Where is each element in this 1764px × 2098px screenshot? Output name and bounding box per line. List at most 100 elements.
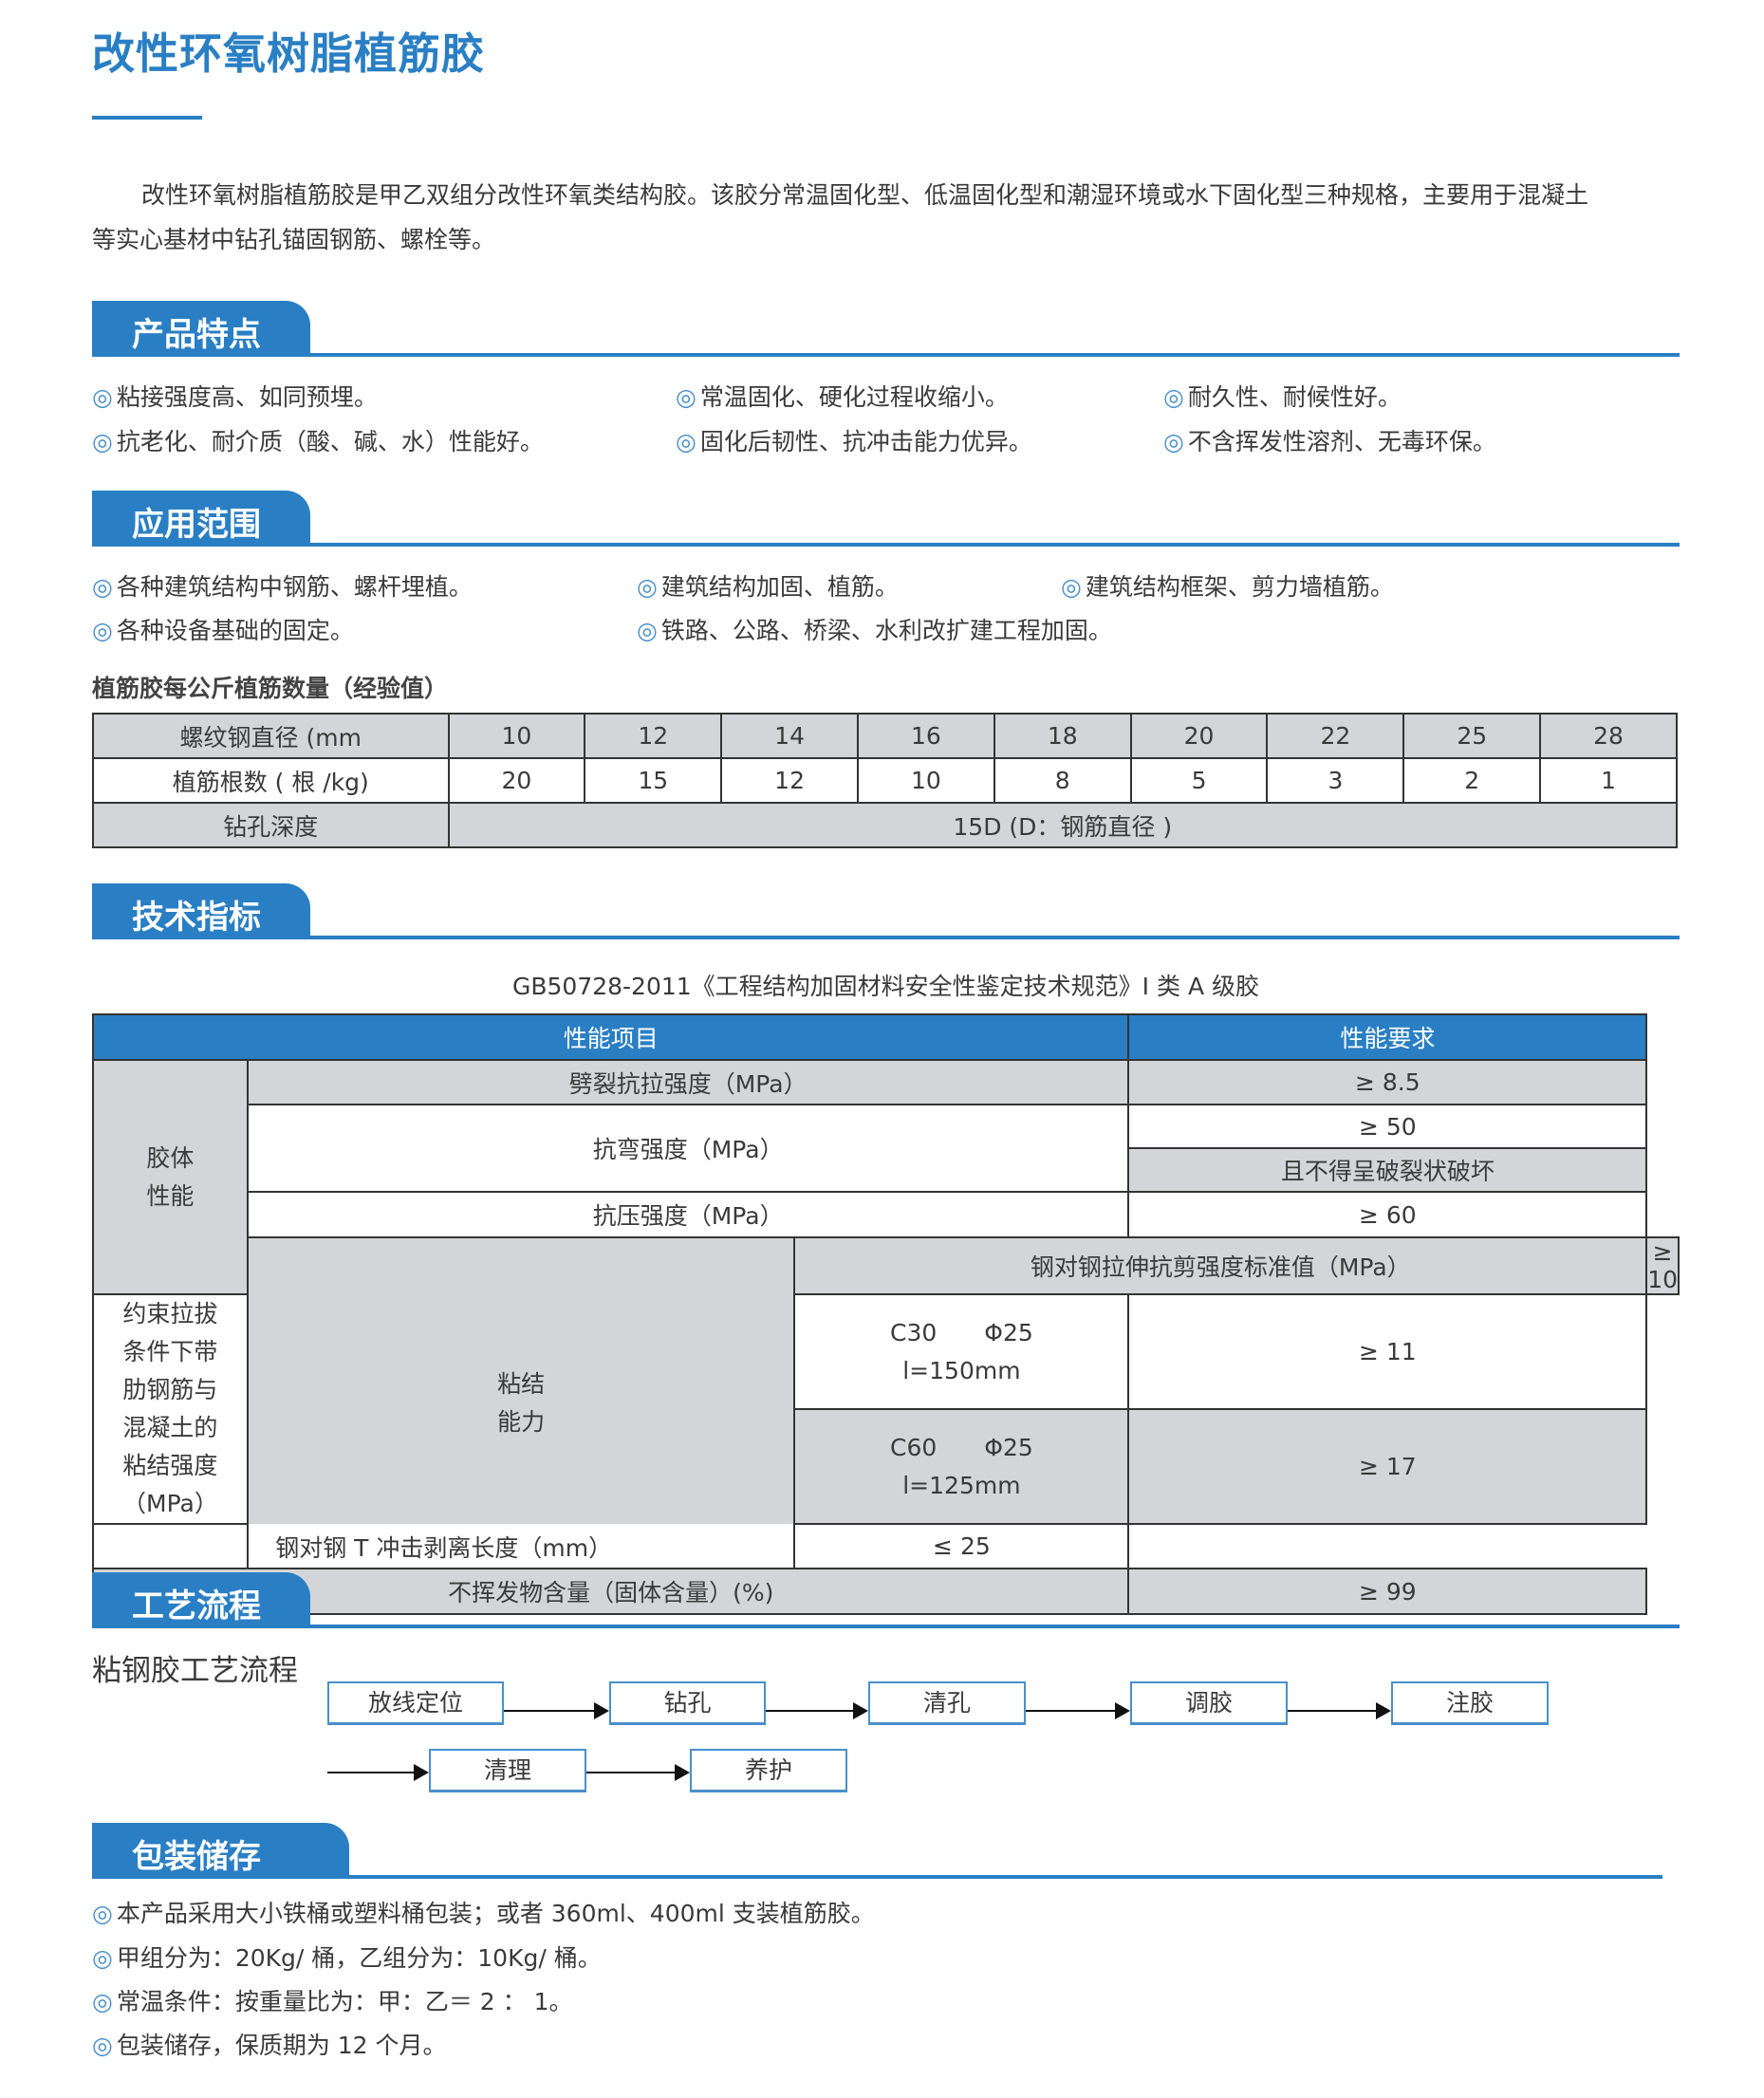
- table-cell: 钢对钢拉伸抗剪强度标准值（MPa）: [793, 1236, 1648, 1295]
- flow-step: 清理: [429, 1749, 586, 1792]
- arrow-right-icon: [327, 1764, 429, 1781]
- table-cell: 20: [1129, 713, 1269, 759]
- table-cell: ≥ 8.5: [1127, 1059, 1648, 1105]
- packaging-item: ◎ 甲组分为：20Kg/ 桶，乙组分为：10Kg/ 桶。: [92, 1944, 602, 1972]
- table-cell: ≥ 60: [1127, 1191, 1648, 1238]
- flow-step: 调胶: [1130, 1681, 1288, 1725]
- double-circle-icon: ◎: [92, 617, 113, 644]
- application-item: ◎ 各种建筑结构中钢筋、螺杆埋植。: [92, 573, 473, 601]
- section-header-features: 产品特点: [92, 301, 1680, 357]
- table-cell: 8: [993, 757, 1132, 804]
- tech-table: 性能项目 性能要求 胶体 性能 劈裂抗拉强度（MPa） ≥ 8.5 抗弯强度（MPa）…: [91, 1013, 1680, 1615]
- title-underline: [92, 116, 202, 120]
- section-header-applications: 应用范围: [92, 491, 1680, 547]
- table-cell: ≥ 10: [1645, 1236, 1680, 1295]
- arrow-right-icon: [1026, 1702, 1130, 1719]
- flow-step: 养护: [690, 1749, 847, 1792]
- table-cell: 10: [447, 713, 586, 759]
- column-header: 性能要求: [1127, 1013, 1648, 1061]
- section-header-packaging: 包装储存: [92, 1823, 1662, 1879]
- table-cell: 12: [720, 757, 859, 804]
- section-title: 应用范围: [92, 491, 310, 547]
- table-cell: 钻孔深度: [92, 802, 450, 848]
- double-circle-icon: ◎: [92, 1944, 113, 1972]
- packaging-item: ◎ 包装储存，保质期为 12 个月。: [92, 2032, 447, 2059]
- intro-line-2: 等实心基材中钻孔锚固钢筋、螺栓等。: [92, 226, 496, 253]
- double-circle-icon: ◎: [637, 617, 658, 644]
- table-cell: 钢对钢 T 冲击剥离长度（mm）: [91, 1523, 796, 1569]
- packaging-item: ◎ 本产品采用大小铁桶或塑料桶包装；或者 360ml、400ml 支装植筋胶。: [92, 1900, 875, 1927]
- section-title: 包装储存: [92, 1823, 349, 1879]
- double-circle-icon: ◎: [637, 573, 658, 601]
- feature-item: ◎ 固化后韧性、抗冲击能力优异。: [676, 428, 1032, 455]
- table-cell: 25: [1402, 713, 1542, 759]
- application-item: ◎ 铁路、公路、桥梁、水利改扩建工程加固。: [637, 617, 1112, 644]
- table-cell: ≥ 50: [1127, 1104, 1648, 1149]
- table-cell: ≥ 17: [1127, 1408, 1648, 1525]
- application-item: ◎ 建筑结构加固、植筋。: [637, 573, 899, 601]
- double-circle-icon: ◎: [1061, 573, 1082, 601]
- double-circle-icon: ◎: [92, 573, 113, 601]
- page-title: 改性环氧树脂植筋胶: [92, 28, 486, 79]
- table-cell: 16: [857, 713, 995, 759]
- table-cell: 植筋根数 ( 根 /kg): [92, 757, 450, 804]
- double-circle-icon: ◎: [92, 2032, 113, 2059]
- feature-item: ◎ 不含挥发性溶剂、无毒环保。: [1163, 428, 1496, 455]
- application-item: ◎ 建筑结构框架、剪力墙植筋。: [1061, 573, 1394, 601]
- double-circle-icon: ◎: [92, 1900, 113, 1927]
- group-label: 胶体 性能: [92, 1059, 249, 1295]
- table-cell: 5: [1129, 757, 1269, 804]
- table-cell: C60 Φ25 l=125mm: [793, 1408, 1130, 1525]
- intro-line-1: 改性环氧树脂植筋胶是甲乙双组分改性环氧类结构胶。该胶分常温固化型、低温固化型和潮…: [141, 181, 1589, 209]
- feature-item: ◎ 耐久性、耐候性好。: [1163, 383, 1402, 411]
- rebar-table: 螺纹钢直径 (mm 10 12 14 16 18 20 22 25 28 植筋根数 ( 根 /k…: [92, 713, 1679, 848]
- table-cell: 12: [584, 713, 723, 759]
- table-cell: ≥ 11: [1127, 1293, 1648, 1410]
- rebar-table-caption: 植筋胶每公斤植筋数量（经验值）: [92, 675, 449, 702]
- table-cell: 14: [720, 713, 859, 759]
- table-cell: C30 Φ25 l=150mm: [793, 1293, 1130, 1410]
- section-title: 产品特点: [92, 301, 310, 357]
- double-circle-icon: ◎: [92, 1988, 113, 2015]
- double-circle-icon: ◎: [676, 383, 696, 411]
- table-cell: 10: [857, 757, 995, 804]
- feature-item: ◎ 常温固化、硬化过程收缩小。: [676, 383, 1009, 411]
- section-title: 技术指标: [92, 883, 310, 939]
- table-cell: 约束拉拔条件下带肋钢筋与混凝土的粘结强度（MPa）: [92, 1293, 249, 1525]
- table-cell: 抗弯强度（MPa）: [246, 1104, 1130, 1193]
- arrow-right-icon: [504, 1702, 609, 1719]
- table-cell: 劈裂抗拉强度（MPa）: [246, 1059, 1130, 1105]
- group-label: 粘结 能力: [246, 1236, 796, 1569]
- table-cell: ≤ 25: [793, 1523, 1130, 1569]
- double-circle-icon: ◎: [676, 428, 696, 455]
- table-cell: 3: [1266, 757, 1405, 804]
- double-circle-icon: ◎: [92, 383, 113, 411]
- table-cell: 2: [1402, 757, 1542, 804]
- feature-item: ◎ 粘接强度高、如同预埋。: [92, 383, 378, 411]
- table-cell: 18: [993, 713, 1132, 759]
- double-circle-icon: ◎: [1163, 383, 1184, 411]
- double-circle-icon: ◎: [1163, 428, 1184, 455]
- table-cell: ≥ 99: [1127, 1568, 1648, 1615]
- table-cell: 且不得呈破裂状破坏: [1127, 1147, 1648, 1193]
- table-cell: 22: [1266, 713, 1405, 759]
- table-cell: 15: [584, 757, 723, 804]
- feature-item: ◎ 抗老化、耐介质（酸、碱、水）性能好。: [92, 428, 544, 455]
- section-header-tech: 技术指标: [92, 883, 1680, 939]
- arrow-right-icon: [766, 1702, 868, 1719]
- arrow-right-icon: [586, 1764, 690, 1781]
- process-subtitle: 粘钢胶工艺流程: [92, 1654, 298, 1688]
- table-cell: 抗压强度（MPa）: [246, 1191, 1130, 1238]
- application-item: ◎ 各种设备基础的固定。: [92, 617, 354, 644]
- table-row: 钻孔深度 15D (D：钢筋直径 ): [92, 802, 1679, 848]
- table-cell: 螺纹钢直径 (mm: [92, 713, 450, 759]
- flow-step: 清孔: [868, 1681, 1026, 1725]
- flow-step: 放线定位: [327, 1681, 504, 1725]
- table-cell: 15D (D：钢筋直径 ): [447, 802, 1679, 848]
- packaging-item: ◎ 常温条件：按重量比为：甲：乙＝ 2 ： 1。: [92, 1988, 573, 2015]
- flow-step: 钻孔: [609, 1681, 766, 1725]
- table-cell: 1: [1539, 757, 1678, 804]
- double-circle-icon: ◎: [92, 428, 113, 455]
- arrow-right-icon: [1288, 1702, 1391, 1719]
- section-title: 工艺流程: [92, 1572, 310, 1628]
